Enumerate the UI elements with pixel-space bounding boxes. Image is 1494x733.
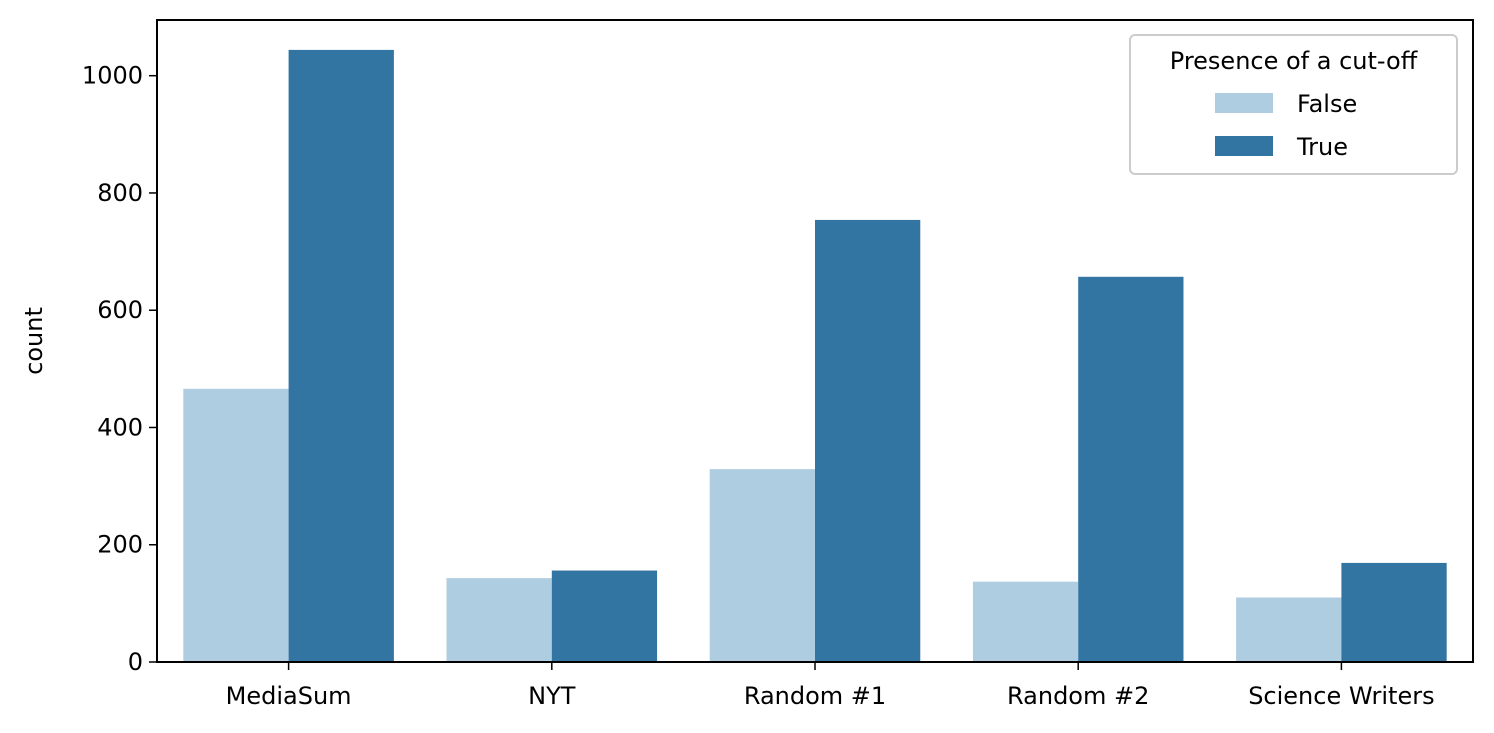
legend-title: Presence of a cut-off [1170,47,1418,75]
bar-science-writers-true [1341,562,1447,662]
y-tick-label: 1000 [82,62,143,90]
legend-swatch-false [1215,93,1273,113]
plot-frame [156,19,1474,663]
legend-box [1129,34,1458,175]
x-tick-label: MediaSum [226,682,352,710]
legend-swatch-true [1215,136,1273,156]
y-axis-label: count [20,307,48,375]
bar-random-2-false [972,581,1079,662]
y-tick-label: 800 [97,179,143,207]
bar-random-2-true [1078,276,1184,662]
y-axis-ticks: 0 200 400 600 800 1000 [82,62,157,676]
legend-label-true: True [1296,133,1348,161]
x-axis-ticks: MediaSum NYT Random #1 Random #2 Science Wri… [226,662,1435,710]
bar-science-writers-false [1236,597,1342,662]
bar-nyt-true [551,570,658,662]
legend: Presence of a cut-off False True [1129,34,1458,175]
bar-mediasum-true [288,49,394,663]
legend-label-false: False [1297,90,1357,118]
legend-entries: False True [1215,90,1357,161]
bar-mediasum-false [183,388,289,662]
bar-random-1-false [709,469,815,662]
bar-nyt-false [446,578,552,662]
x-tick-label: Random #2 [1007,682,1149,710]
y-tick-label: 200 [97,531,143,559]
x-tick-label: Science Writers [1248,682,1434,710]
y-tick-label: 600 [97,296,143,324]
bars-group [183,49,1447,663]
x-tick-label: Random #1 [744,682,886,710]
bar-random-1-true [815,219,921,662]
x-tick-label: NYT [528,682,576,710]
y-tick-label: 0 [128,648,143,676]
y-tick-label: 400 [97,413,143,441]
